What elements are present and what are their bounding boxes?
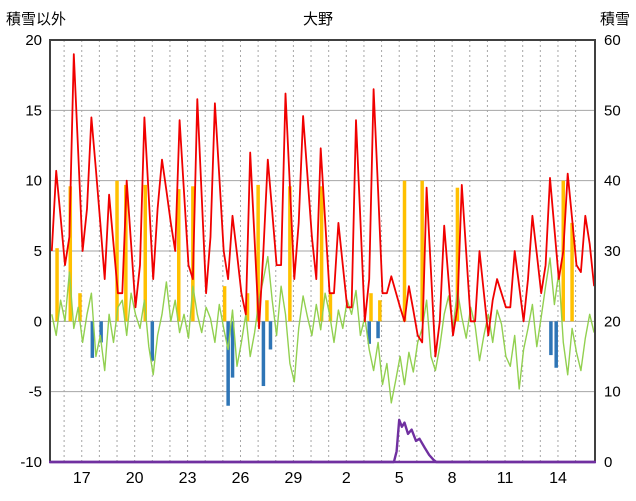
right-axis-tick-label: 60 <box>604 32 621 49</box>
x-axis-tick-label: 26 <box>232 470 250 487</box>
blue-bars <box>376 321 380 339</box>
purple-line <box>50 418 595 464</box>
left-axis-tick-label: 20 <box>25 32 42 49</box>
orange-bars <box>68 186 73 322</box>
right-axis-tick-label: 30 <box>604 243 621 260</box>
x-axis-tick-label: 2 <box>342 470 351 487</box>
right-axis-tick-label: 0 <box>604 454 612 471</box>
red-line <box>50 53 595 358</box>
x-axis-tick-label: 17 <box>73 470 91 487</box>
right-axis-title: 積雪 <box>599 11 630 28</box>
orange-bars <box>256 184 260 322</box>
orange-bars <box>265 300 269 322</box>
x-axis-tick-label: 11 <box>497 470 514 487</box>
x-axis-tick-label: 29 <box>284 470 302 487</box>
chart-title: 大野 <box>302 11 333 28</box>
orange-bars <box>328 293 333 322</box>
orange-bars <box>369 293 373 322</box>
left-axis-tick-label: -10 <box>20 454 42 471</box>
orange-bars <box>288 186 292 322</box>
x-axis-tick-label: 8 <box>448 470 457 487</box>
x-axis-tick-label: 5 <box>395 470 404 487</box>
left-axis-tick-label: 10 <box>25 173 42 190</box>
orange-bars <box>143 184 147 322</box>
orange-bars <box>55 248 59 322</box>
blue-bars <box>90 321 95 358</box>
orange-bars <box>177 189 181 322</box>
right-axis-tick-label: 10 <box>604 384 621 401</box>
orange-bars <box>319 186 324 322</box>
orange-bars <box>78 293 82 322</box>
blue-bars <box>99 321 103 343</box>
blue-bars <box>268 321 273 350</box>
left-axis-title: 積雪以外 <box>6 11 67 28</box>
x-axis-tick-label: 14 <box>549 470 567 487</box>
left-axis-tick-label: 5 <box>34 243 42 260</box>
right-axis-tick-label: 20 <box>604 313 621 330</box>
x-axis-tick-label: 20 <box>126 470 144 487</box>
green-line <box>51 255 595 404</box>
left-axis-tick-label: 0 <box>34 313 42 330</box>
left-axis-tick-label: -5 <box>29 384 42 401</box>
orange-bars <box>420 180 424 322</box>
orange-bars <box>245 293 250 322</box>
blue-bars <box>150 321 155 361</box>
orange-bars <box>378 300 382 322</box>
blue-bars <box>367 321 371 344</box>
orange-bars <box>402 180 407 322</box>
blue-bars <box>549 321 553 356</box>
blue-bars <box>226 321 230 406</box>
orange-bars <box>115 180 119 322</box>
x-axis-tick-label: 23 <box>179 470 197 487</box>
orange-bars <box>570 222 574 322</box>
orange-bars <box>124 184 128 322</box>
blue-bars <box>261 321 266 387</box>
blue-bars <box>230 321 235 378</box>
orange-bars <box>455 187 460 322</box>
right-axis-tick-label: 50 <box>604 102 621 119</box>
left-axis-tick-label: 15 <box>25 102 42 119</box>
blue-bars <box>554 321 558 368</box>
orange-bars <box>222 286 227 322</box>
right-axis-tick-label: 40 <box>604 173 621 190</box>
